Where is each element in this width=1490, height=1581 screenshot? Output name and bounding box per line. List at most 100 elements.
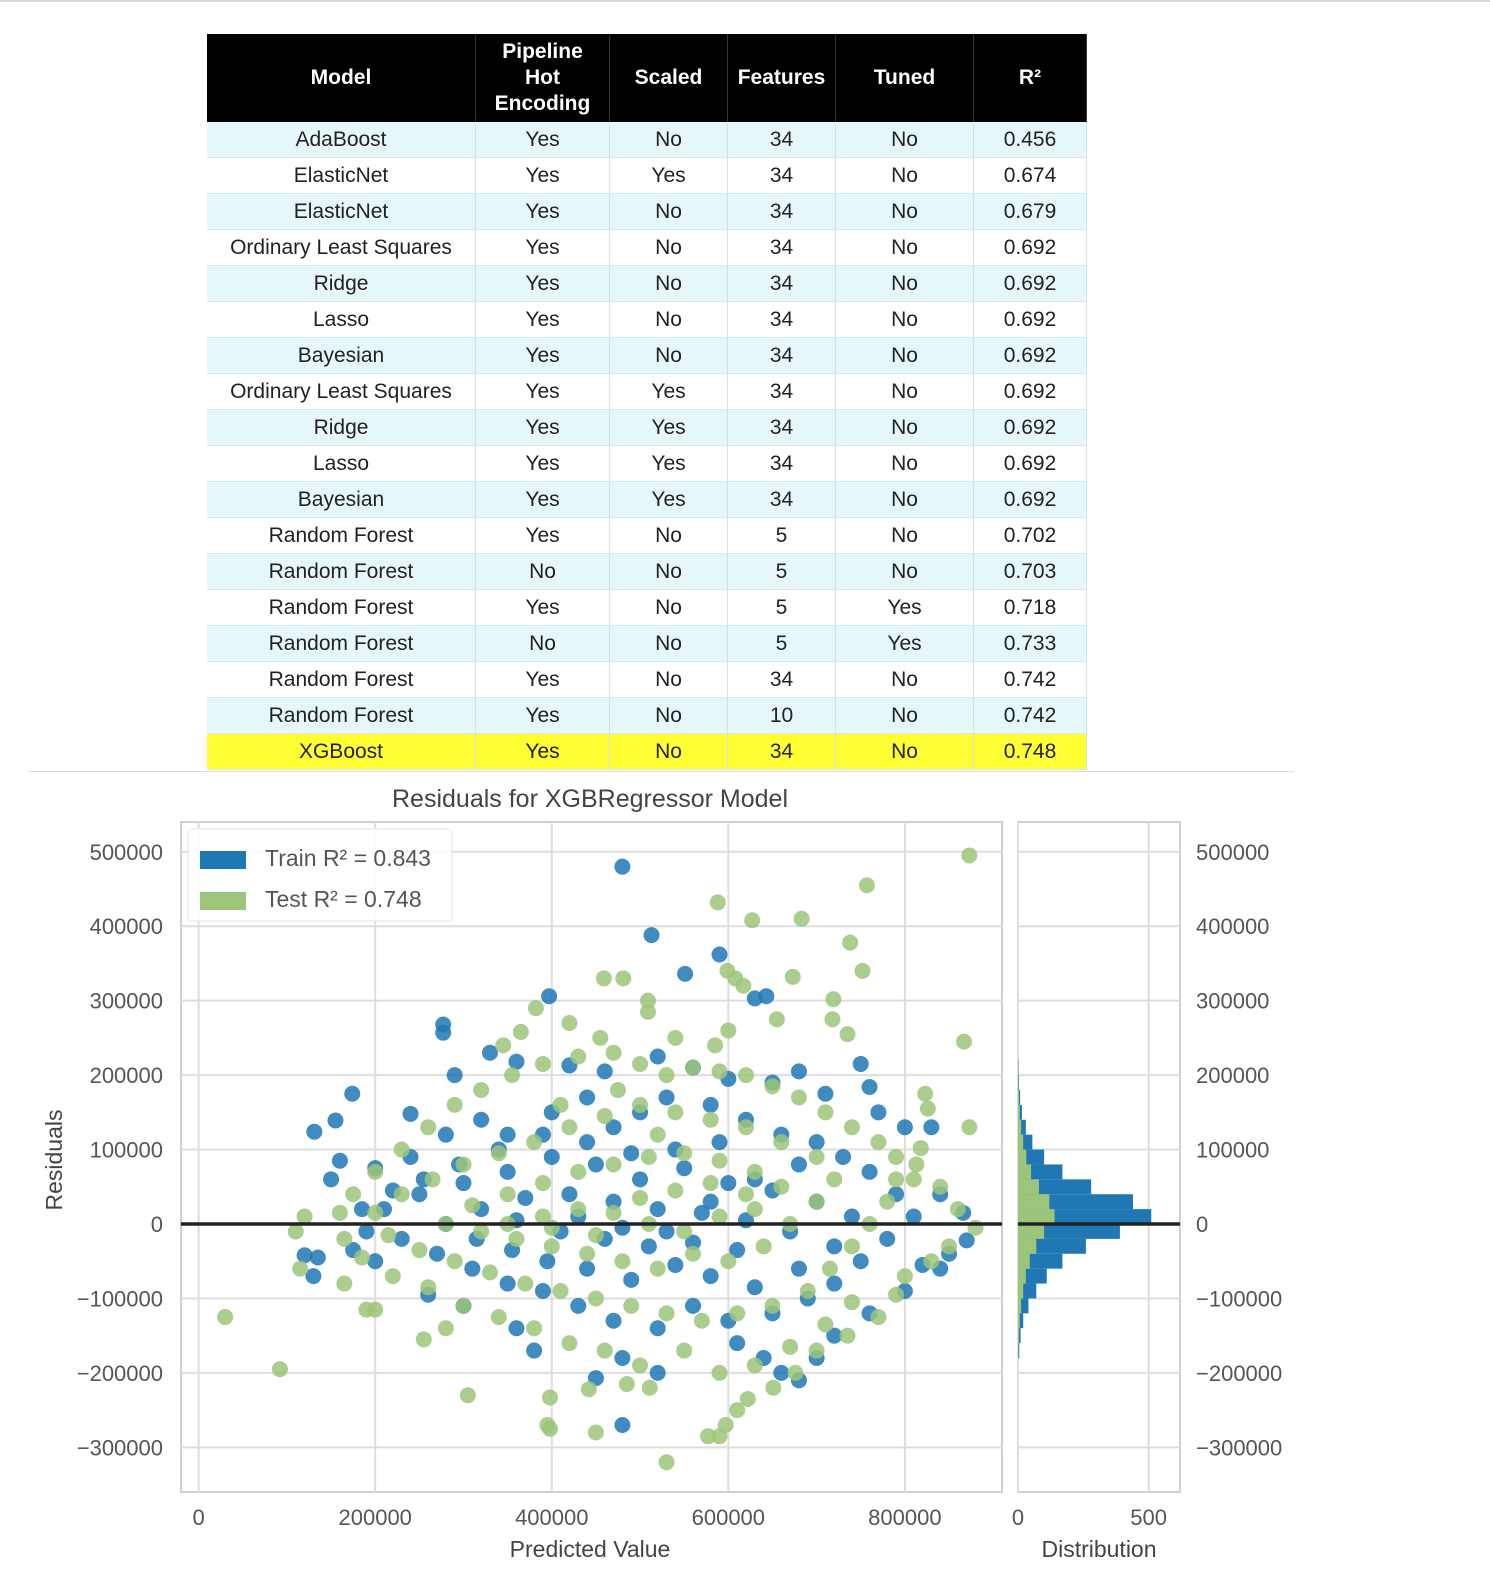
train-point: [579, 1089, 596, 1106]
train-point: [437, 1126, 454, 1143]
distribution-y-tick-label: 300000: [1196, 989, 1269, 1014]
legend-swatch-train: [200, 851, 246, 869]
test-point: [367, 1301, 384, 1318]
distribution-y-tick-label: 0: [1196, 1212, 1208, 1237]
cell-pipeline: Yes: [475, 733, 610, 770]
test-point: [632, 1189, 649, 1206]
cell-pipeline: Yes: [475, 157, 610, 194]
distribution-test-bar: [1018, 1194, 1050, 1210]
table-row: ElasticNet Yes Yes 34 No 0.674: [207, 157, 1087, 194]
test-point: [843, 1119, 860, 1136]
test-point: [534, 1208, 551, 1225]
cell-scaled: No: [609, 733, 728, 770]
train-point: [667, 1256, 684, 1273]
test-point: [570, 1201, 587, 1218]
cell-scaled: No: [609, 337, 728, 374]
cell-model: Random Forest: [207, 697, 476, 734]
test-point: [609, 1082, 626, 1098]
test-point: [826, 1171, 843, 1188]
test-point: [717, 1417, 734, 1433]
cell-model: Bayesian: [207, 337, 476, 374]
distribution-y-tick-label: 400000: [1196, 914, 1269, 939]
test-point: [437, 1320, 454, 1337]
cell-scaled: No: [609, 122, 728, 158]
y-tick-label: 200000: [90, 1063, 163, 1088]
test-point: [415, 1331, 432, 1348]
train-point: [658, 1089, 675, 1106]
distribution-x-tick-label: 0: [1012, 1505, 1024, 1530]
cell-scaled: No: [609, 265, 728, 302]
test-point: [367, 1204, 384, 1221]
test-point: [605, 1204, 622, 1221]
train-point: [605, 1312, 622, 1329]
cell-features: 5: [727, 625, 836, 662]
cell-tuned: No: [835, 445, 974, 482]
legend-label-test: Test R² = 0.748: [265, 886, 422, 912]
train-point: [861, 1163, 878, 1180]
cell-model: Ordinary Least Squares: [207, 373, 476, 410]
test-point: [961, 1119, 978, 1136]
test-point: [331, 1204, 348, 1221]
test-point: [411, 1242, 428, 1259]
train-point: [296, 1247, 313, 1264]
test-point: [765, 1379, 782, 1396]
y-axis-label: Residuals: [41, 1110, 67, 1211]
cell-scaled: No: [609, 229, 728, 266]
distribution-y-tick-label: −100000: [1196, 1286, 1282, 1311]
test-point: [336, 1230, 353, 1247]
test-point: [473, 1223, 490, 1240]
test-point: [579, 1245, 596, 1262]
cell-scaled: No: [609, 301, 728, 338]
test-point: [956, 1033, 973, 1050]
distribution-axis-label: Distribution: [1041, 1536, 1156, 1562]
cell-scaled: Yes: [609, 445, 728, 482]
distribution-train-bar: [1018, 1298, 1029, 1314]
test-point: [667, 1182, 684, 1199]
train-point: [331, 1152, 348, 1169]
test-point: [552, 1096, 569, 1113]
train-point: [579, 1134, 596, 1151]
distribution-test-bar: [1018, 1283, 1024, 1299]
test-point: [446, 1096, 463, 1113]
table-row: AdaBoost Yes No 34 No 0.456: [207, 122, 1087, 158]
cell-r2: 0.692: [973, 337, 1087, 374]
cell-model: ElasticNet: [207, 193, 476, 230]
train-point: [790, 1063, 807, 1080]
test-point: [839, 1026, 856, 1043]
train-point: [729, 1242, 746, 1259]
cell-tuned: No: [835, 193, 974, 230]
test-point: [473, 1082, 490, 1098]
test-point: [870, 1309, 887, 1326]
cell-pipeline: Yes: [475, 122, 610, 158]
test-point: [961, 847, 978, 864]
train-point: [623, 1145, 640, 1162]
cell-r2: 0.748: [973, 733, 1087, 770]
cell-pipeline: Yes: [475, 697, 610, 734]
cell-model: Ordinary Least Squares: [207, 229, 476, 266]
cell-pipeline: Yes: [475, 589, 610, 626]
cell-features: 34: [727, 409, 836, 446]
table-row: Random Forest No No 5 No 0.703: [207, 553, 1087, 590]
test-point: [773, 1134, 790, 1151]
test-point: [912, 1140, 929, 1157]
test-point: [658, 1067, 675, 1084]
header-model: Model: [207, 34, 476, 122]
test-point: [271, 1361, 288, 1378]
test-point: [534, 1055, 551, 1072]
distribution-y-tick-labels: −300000 −200000 −100000 0 100000 200000 300000…: [1196, 840, 1282, 1461]
cell-r2: 0.742: [973, 661, 1087, 698]
table-body: AdaBoost Yes No 34 No 0.456 ElasticNet Yes Yes 34…: [207, 122, 1087, 770]
test-point: [870, 1134, 887, 1151]
test-point: [632, 1055, 649, 1072]
train-point: [729, 1335, 746, 1352]
test-point: [658, 1305, 675, 1322]
distribution-test-bar: [1018, 1268, 1026, 1284]
test-point: [649, 1260, 666, 1277]
distribution-y-tick-label: −200000: [1196, 1361, 1282, 1386]
test-point: [561, 1335, 578, 1352]
test-point: [658, 1454, 675, 1471]
test-point: [720, 1253, 737, 1270]
test-point: [336, 1275, 353, 1292]
cell-tuned: Yes: [835, 589, 974, 626]
chart-title: Residuals for XGBRegressor Model: [392, 785, 788, 813]
